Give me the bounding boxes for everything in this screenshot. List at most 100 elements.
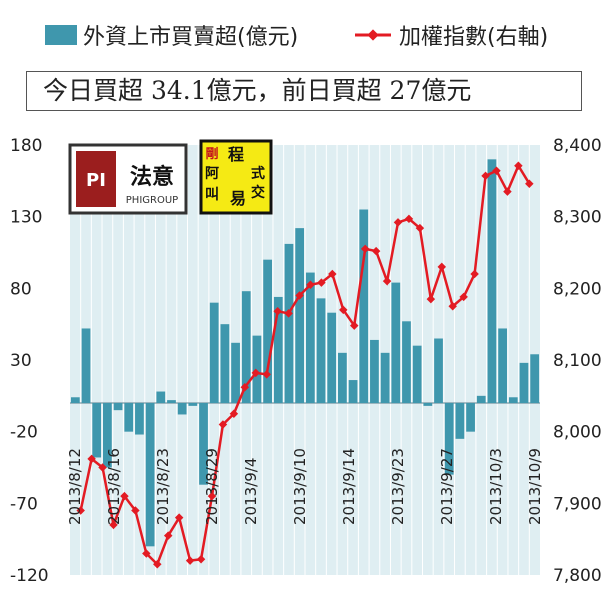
line-point xyxy=(339,305,348,315)
bar xyxy=(156,391,166,403)
line-point xyxy=(262,370,271,379)
left-tick-label: -70 xyxy=(10,494,38,514)
program-trading-logo-char: 叫 xyxy=(205,186,219,203)
x-tick-label: 2013/10/9 xyxy=(526,448,544,525)
program-trading-logo-char: 程 xyxy=(228,145,244,164)
phigroup-logo-text: 法意 xyxy=(130,164,174,190)
bar xyxy=(466,403,475,432)
right-tick-label: 8,300 xyxy=(553,208,602,228)
line-point xyxy=(87,454,96,464)
line-point xyxy=(492,166,501,176)
program-trading-logo: 剛程阿 式叫 交易 xyxy=(199,139,273,215)
bar xyxy=(498,328,507,403)
bar xyxy=(295,228,305,403)
line-point xyxy=(404,214,414,224)
line-point xyxy=(317,278,326,287)
x-tick-label: 2013/8/12 xyxy=(66,448,84,525)
line-point xyxy=(415,223,425,233)
line-point xyxy=(503,187,512,196)
bar xyxy=(380,352,390,403)
line-point xyxy=(251,368,261,378)
left-tick-label: -120 xyxy=(10,566,49,586)
right-tick-label: 7,900 xyxy=(553,494,602,514)
left-tick-label: 130 xyxy=(10,208,42,228)
bar xyxy=(113,403,123,411)
bar xyxy=(476,395,486,403)
bar xyxy=(241,291,251,403)
program-trading-logo-char: 交 xyxy=(251,184,265,201)
bar xyxy=(434,338,443,403)
bar xyxy=(402,321,411,403)
bar xyxy=(519,362,529,403)
legend: 外資上市買賣超(億元) 加權指數(右軸) xyxy=(45,18,595,52)
left-tick-label: -20 xyxy=(10,423,38,443)
line-point xyxy=(360,244,370,254)
legend-line-label: 加權指數(右軸) xyxy=(399,25,549,50)
bar xyxy=(487,159,497,403)
x-tick-label: 2013/9/4 xyxy=(242,458,260,525)
bar xyxy=(530,354,540,403)
bar xyxy=(145,403,155,547)
bar xyxy=(92,403,102,458)
bar xyxy=(124,403,134,432)
bar xyxy=(348,380,358,403)
bar xyxy=(359,209,369,403)
legend-bar-swatch xyxy=(45,25,77,45)
bar xyxy=(252,335,262,403)
line-point xyxy=(459,292,468,302)
bar xyxy=(508,397,518,403)
bar xyxy=(135,403,144,435)
bar xyxy=(455,403,465,439)
bar xyxy=(263,259,272,403)
bar xyxy=(70,397,80,403)
summary-box: 今日買超 34.1億元，前日買超 27億元 xyxy=(26,71,582,111)
bar xyxy=(103,403,112,468)
x-axis-ticks: 2013/8/12 2013/8/16 2013/8/23 2013/8/29 2013… xyxy=(66,448,544,525)
line-point xyxy=(328,269,337,279)
program-trading-logo-char: 阿 xyxy=(205,166,219,182)
legend-bar-label: 外資上市買賣超(億元) xyxy=(83,25,299,50)
right-tick-label: 8,400 xyxy=(553,136,602,156)
bar xyxy=(199,403,208,485)
line-point xyxy=(306,280,315,289)
legend-line-swatch xyxy=(355,29,391,41)
bar xyxy=(273,296,283,403)
left-tick-label: 30 xyxy=(10,351,32,371)
x-tick-label: 2013/9/14 xyxy=(340,448,358,525)
line-point xyxy=(240,382,250,392)
line-point xyxy=(284,309,293,318)
x-tick-label: 2013/8/23 xyxy=(154,448,172,525)
x-tick-label: 2013/9/27 xyxy=(438,448,456,525)
bar xyxy=(167,400,176,403)
line-point xyxy=(382,276,392,286)
line-point xyxy=(207,491,217,501)
bar xyxy=(220,324,230,403)
program-trading-logo-char: 剛 xyxy=(205,147,218,162)
legend-item-line: 加權指數(右軸) xyxy=(353,18,548,52)
left-tick-label: 180 xyxy=(10,136,42,156)
line-point xyxy=(120,491,129,501)
phigroup-logo-subtext: PHIGROUP xyxy=(126,195,178,206)
right-tick-label: 8,100 xyxy=(553,351,602,371)
bar xyxy=(327,312,337,403)
bar xyxy=(305,272,315,403)
bar xyxy=(209,302,219,403)
bar xyxy=(423,403,433,406)
phigroup-logo: PI 法意 PHIGROUP xyxy=(68,143,188,215)
bar xyxy=(412,345,422,403)
bar xyxy=(444,403,454,475)
right-tick-label: 8,000 xyxy=(553,423,602,443)
line-point xyxy=(295,291,304,300)
left-axis-ticks: 180 130 80 30 -20 -70 -120 xyxy=(10,136,49,586)
line-point xyxy=(349,321,359,330)
line-point xyxy=(481,171,490,181)
line-point xyxy=(437,262,447,272)
line-point xyxy=(371,246,381,256)
right-axis-ticks: 8,400 8,300 8,200 8,100 8,000 7,900 7,800 xyxy=(553,136,602,586)
bar xyxy=(231,342,240,403)
line-point xyxy=(470,269,479,279)
program-trading-logo-char: 易 xyxy=(230,189,246,208)
bar xyxy=(81,328,91,403)
program-trading-logo-char: 式 xyxy=(251,165,265,182)
